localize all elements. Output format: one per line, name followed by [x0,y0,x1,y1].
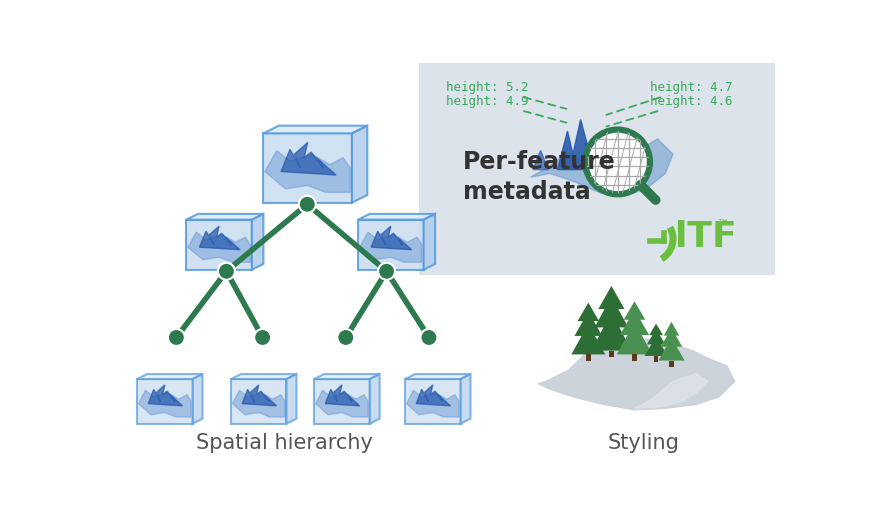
Circle shape [298,196,315,213]
Polygon shape [192,374,202,423]
Polygon shape [571,324,605,354]
Polygon shape [647,329,665,344]
Polygon shape [231,379,286,423]
Polygon shape [423,214,434,270]
Polygon shape [263,134,352,203]
Polygon shape [591,312,631,351]
Text: lTF: lTF [673,220,735,253]
Bar [419,63,773,275]
Circle shape [585,129,649,194]
Polygon shape [594,297,627,327]
Polygon shape [358,214,434,220]
Text: ™: ™ [715,219,728,232]
Polygon shape [314,379,369,423]
Polygon shape [263,126,367,134]
Text: height: 4.9: height: 4.9 [446,95,566,122]
Polygon shape [199,226,240,250]
Polygon shape [460,374,470,423]
Polygon shape [608,351,613,357]
Polygon shape [369,374,379,423]
Polygon shape [137,379,192,423]
Polygon shape [405,374,470,379]
Text: height: 4.6: height: 4.6 [606,95,732,127]
Polygon shape [623,301,645,320]
Polygon shape [315,390,368,417]
Polygon shape [138,390,191,417]
Polygon shape [242,385,276,406]
Polygon shape [620,309,648,335]
Polygon shape [663,322,679,336]
Text: Per-feature
metadata: Per-feature metadata [462,150,615,204]
Polygon shape [419,156,432,183]
Polygon shape [653,356,658,362]
Text: height: 4.7: height: 4.7 [606,81,732,115]
Polygon shape [251,214,263,270]
Circle shape [254,329,271,346]
Polygon shape [281,143,335,175]
Polygon shape [533,150,547,169]
Polygon shape [325,385,359,406]
Polygon shape [371,226,411,250]
Circle shape [420,329,437,346]
Polygon shape [314,374,379,379]
Polygon shape [352,126,367,203]
Polygon shape [634,374,706,408]
Polygon shape [557,119,601,169]
Polygon shape [359,232,421,262]
Polygon shape [188,232,250,262]
Polygon shape [405,379,460,423]
Polygon shape [148,385,182,406]
Polygon shape [616,322,652,354]
Polygon shape [648,324,662,335]
Polygon shape [265,151,350,192]
Polygon shape [186,220,251,270]
Polygon shape [231,374,296,379]
Polygon shape [660,328,681,347]
Polygon shape [232,390,285,417]
Polygon shape [577,303,599,321]
Circle shape [378,263,395,280]
Text: Styling: Styling [607,433,679,453]
Polygon shape [406,390,459,417]
Polygon shape [668,361,673,367]
Text: Spatial hierarchy: Spatial hierarchy [196,433,372,453]
Polygon shape [632,354,636,361]
Polygon shape [586,354,590,361]
Polygon shape [598,286,624,309]
Polygon shape [186,214,263,220]
Polygon shape [530,135,673,196]
Polygon shape [644,337,667,356]
Polygon shape [286,374,296,423]
Circle shape [168,329,184,346]
Polygon shape [137,374,202,379]
Polygon shape [538,339,733,410]
Circle shape [218,263,235,280]
Polygon shape [358,220,423,270]
Polygon shape [415,385,450,406]
Polygon shape [574,312,601,336]
Polygon shape [658,337,684,361]
Text: height: 5.2: height: 5.2 [446,81,566,109]
Circle shape [337,329,354,346]
